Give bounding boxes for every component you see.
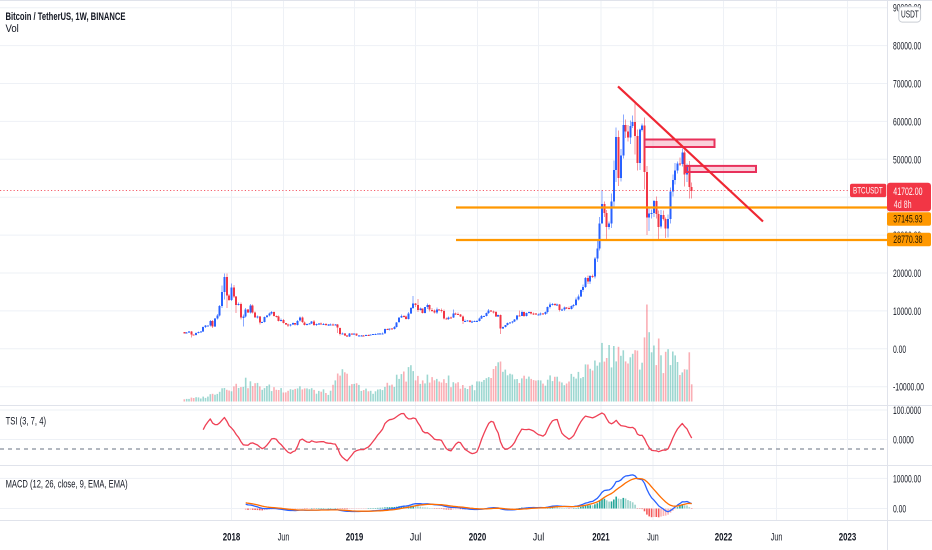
svg-text:2023: 2023 [839,532,857,544]
svg-text:2020: 2020 [469,532,487,544]
svg-text:Jun: Jun [647,532,659,544]
svg-text:0.00: 0.00 [893,504,906,516]
svg-text:80000.00: 80000.00 [893,41,921,53]
svg-text:10000.00: 10000.00 [893,306,921,318]
svg-text:USDT: USDT [901,9,919,21]
svg-text:20000.00: 20000.00 [893,268,921,280]
svg-text:28770.38: 28770.38 [893,234,922,246]
svg-text:10000.00: 10000.00 [893,473,921,485]
svg-text:Vol: Vol [6,23,19,35]
svg-text:Jun: Jun [278,532,290,544]
svg-text:Jul: Jul [410,532,422,544]
svg-text:41702.00: 41702.00 [893,186,922,198]
svg-text:50000.00: 50000.00 [893,154,921,166]
svg-text:2018: 2018 [223,532,241,544]
svg-text:37145.93: 37145.93 [893,214,922,226]
svg-text:2021: 2021 [592,532,610,544]
svg-text:MACD (12, 26, close, 9, EMA, E: MACD (12, 26, close, 9, EMA, EMA) [6,479,128,491]
svg-text:100.0000: 100.0000 [893,405,921,417]
svg-text:60000.00: 60000.00 [893,116,921,128]
svg-text:0.0000: 0.0000 [893,435,914,447]
svg-text:2022: 2022 [715,532,733,544]
svg-text:TSI (3, 7, 4): TSI (3, 7, 4) [6,415,46,427]
svg-text:Jun: Jun [771,532,783,544]
svg-text:70000.00: 70000.00 [893,79,921,91]
svg-text:0.00: 0.00 [893,344,906,356]
svg-text:Bitcoin / TetherUS, 1W, BINANC: Bitcoin / TetherUS, 1W, BINANCE [6,11,126,23]
svg-text:4d 8h: 4d 8h [894,199,912,211]
svg-text:-10000.00: -10000.00 [893,382,924,394]
svg-text:BTCUSDT: BTCUSDT [853,186,883,197]
svg-text:Jul: Jul [533,532,545,544]
svg-text:2019: 2019 [346,532,364,544]
